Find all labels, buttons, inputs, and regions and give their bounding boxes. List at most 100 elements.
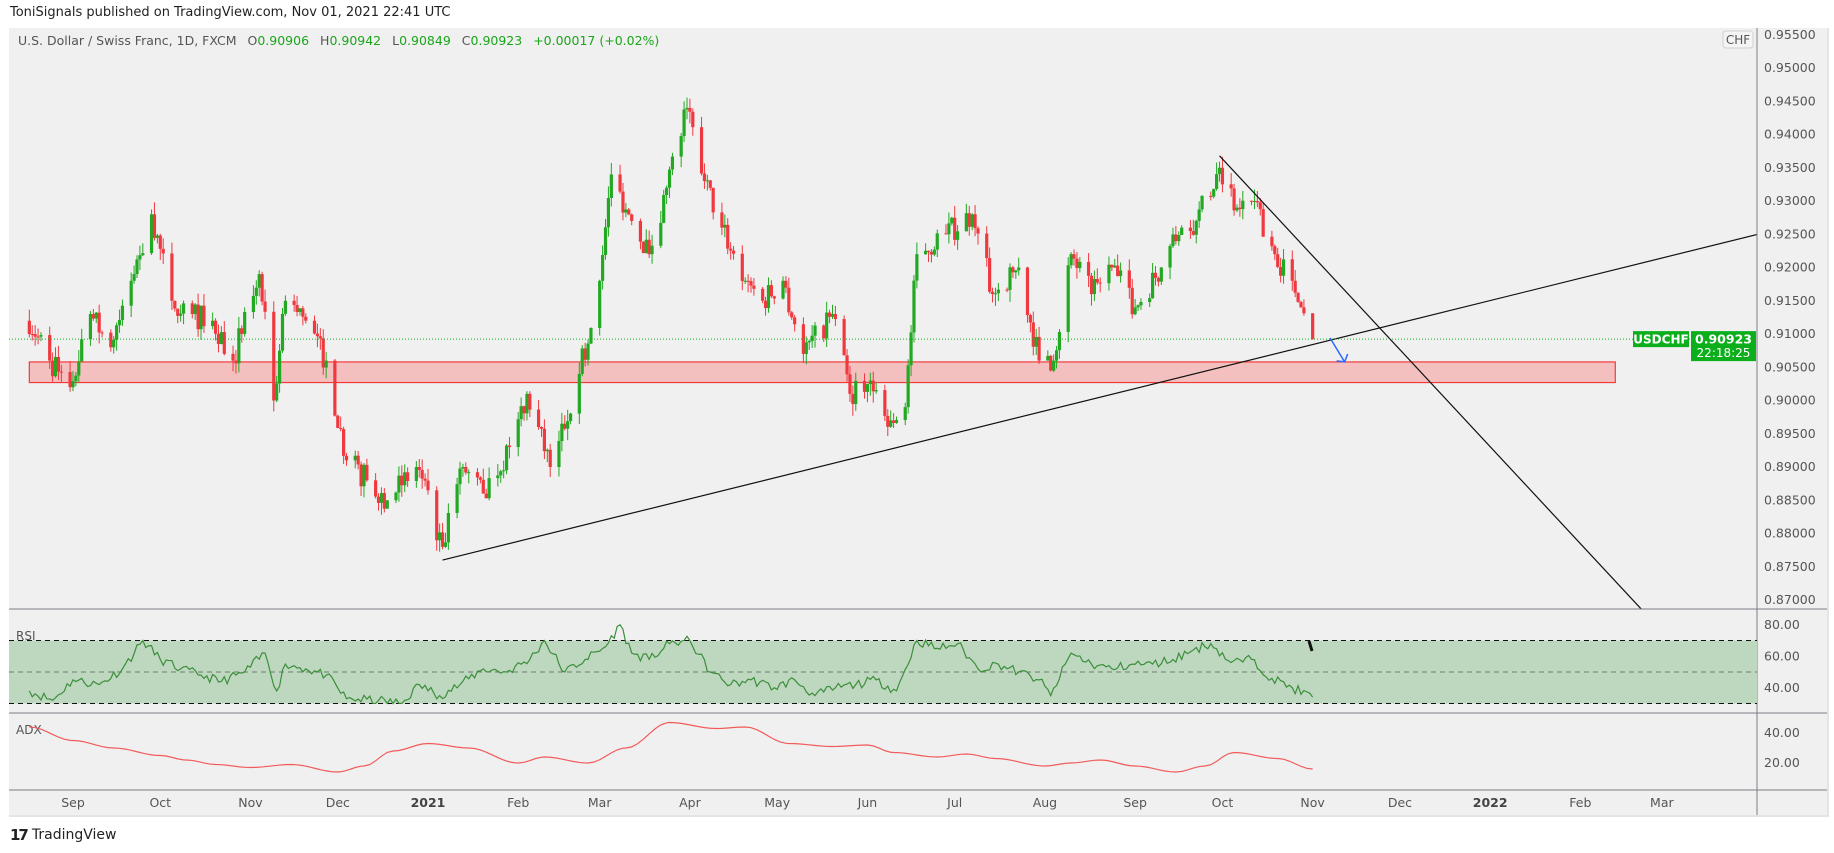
currency-badge[interactable]: CHF (1722, 30, 1754, 49)
candle-body (51, 360, 55, 377)
candle-body (624, 209, 628, 213)
tradingview-logo[interactable]: 17 TradingView (10, 826, 116, 844)
low-label: L (392, 33, 400, 48)
candle-body (1089, 275, 1094, 295)
candle-body (461, 467, 465, 469)
candle-body (487, 478, 491, 499)
candle-body (1078, 261, 1082, 269)
candle-body (359, 464, 363, 487)
candle-body (935, 233, 939, 250)
candle-body (135, 259, 139, 275)
candle-body (117, 319, 122, 326)
candle-body (926, 250, 931, 252)
last-price-value: 0.90923 (1695, 332, 1752, 347)
candle-body (740, 253, 744, 281)
candle-body (132, 274, 136, 281)
candle-body (990, 291, 995, 295)
price-tick-label: 0.91000 (1764, 326, 1816, 341)
price-pane (27, 97, 1757, 609)
candle-body (580, 348, 584, 374)
candle-body (403, 472, 407, 486)
candle-body (333, 360, 337, 416)
candle-body (1034, 336, 1038, 347)
candle-body (909, 332, 913, 366)
candle-body (833, 314, 837, 320)
candle-body (1194, 220, 1198, 235)
candle-body (1066, 265, 1070, 332)
candle-body (912, 280, 916, 333)
countdown-timer: 22:18:25 (1697, 346, 1751, 360)
candle-body (400, 475, 404, 486)
candle-body (670, 156, 675, 170)
time-tick-label: Jul (946, 795, 962, 810)
candle-body (502, 470, 506, 472)
time-tick-label: Feb (507, 795, 529, 810)
candle-body (662, 194, 666, 223)
candle-body (446, 512, 450, 543)
candle-body (496, 475, 500, 479)
candle-body (94, 312, 98, 319)
candle-body (292, 300, 296, 305)
candle-body (1086, 261, 1091, 276)
price-tick-label: 0.95000 (1764, 60, 1816, 75)
candle-body (988, 258, 992, 292)
candle-body (56, 356, 61, 372)
candle-body (644, 239, 648, 254)
candle-body (53, 356, 58, 377)
down-arrow-icon (1329, 337, 1349, 363)
candle-body (440, 532, 445, 547)
candle-body (1238, 207, 1242, 210)
candle-body (883, 390, 887, 416)
price-tick-label: 0.87500 (1764, 559, 1816, 574)
candle-body (1116, 265, 1120, 277)
rsi-drawing-mark (1307, 640, 1314, 652)
rising-trendline (442, 233, 1757, 561)
high-label: H (320, 33, 330, 48)
candle-body (272, 311, 276, 401)
rsi-line (28, 623, 1314, 705)
candle-body (170, 253, 174, 301)
adx-title: ADX (16, 723, 42, 737)
candle-body (685, 107, 689, 110)
candle-body (1011, 267, 1015, 273)
candle-body (1057, 331, 1062, 351)
candle-body (915, 254, 919, 281)
candle-body (842, 319, 846, 356)
candle-body (1261, 209, 1265, 237)
candle-body (705, 180, 709, 182)
logo-text: TradingView (31, 827, 117, 843)
price-tick-label: 0.92000 (1764, 260, 1816, 275)
candle-body (458, 468, 462, 485)
price-tick-label: 0.94000 (1764, 127, 1816, 142)
candle-body (1270, 236, 1274, 247)
candle-body (603, 227, 608, 256)
candle-body (173, 300, 177, 309)
time-tick-label: Nov (1300, 795, 1325, 810)
candle-body (769, 285, 773, 297)
rsi-tick-label: 40.00 (1764, 680, 1800, 695)
candle-body (321, 338, 325, 368)
candle-body (810, 335, 814, 342)
candle-body (362, 464, 366, 487)
candle-body (1249, 200, 1254, 202)
candle-body (342, 429, 346, 456)
candle-body (568, 413, 573, 422)
candle-body (382, 493, 386, 509)
candle-body (179, 313, 183, 316)
candle-body (772, 296, 776, 299)
candle-body (199, 305, 203, 330)
candle-body (638, 220, 643, 242)
candle-body (749, 281, 753, 286)
candle-body (720, 212, 724, 228)
candle-body (211, 320, 215, 327)
candle-body (793, 317, 797, 325)
close-value: 0.90923 (470, 33, 523, 48)
low-value: 0.90849 (399, 33, 451, 48)
price-tick-label: 0.87000 (1764, 592, 1816, 607)
candle-body (711, 187, 715, 213)
close-label: C (461, 33, 471, 48)
candle-body (312, 320, 317, 334)
candle-body (621, 191, 625, 213)
currency-badge-label: CHF (1726, 33, 1750, 47)
